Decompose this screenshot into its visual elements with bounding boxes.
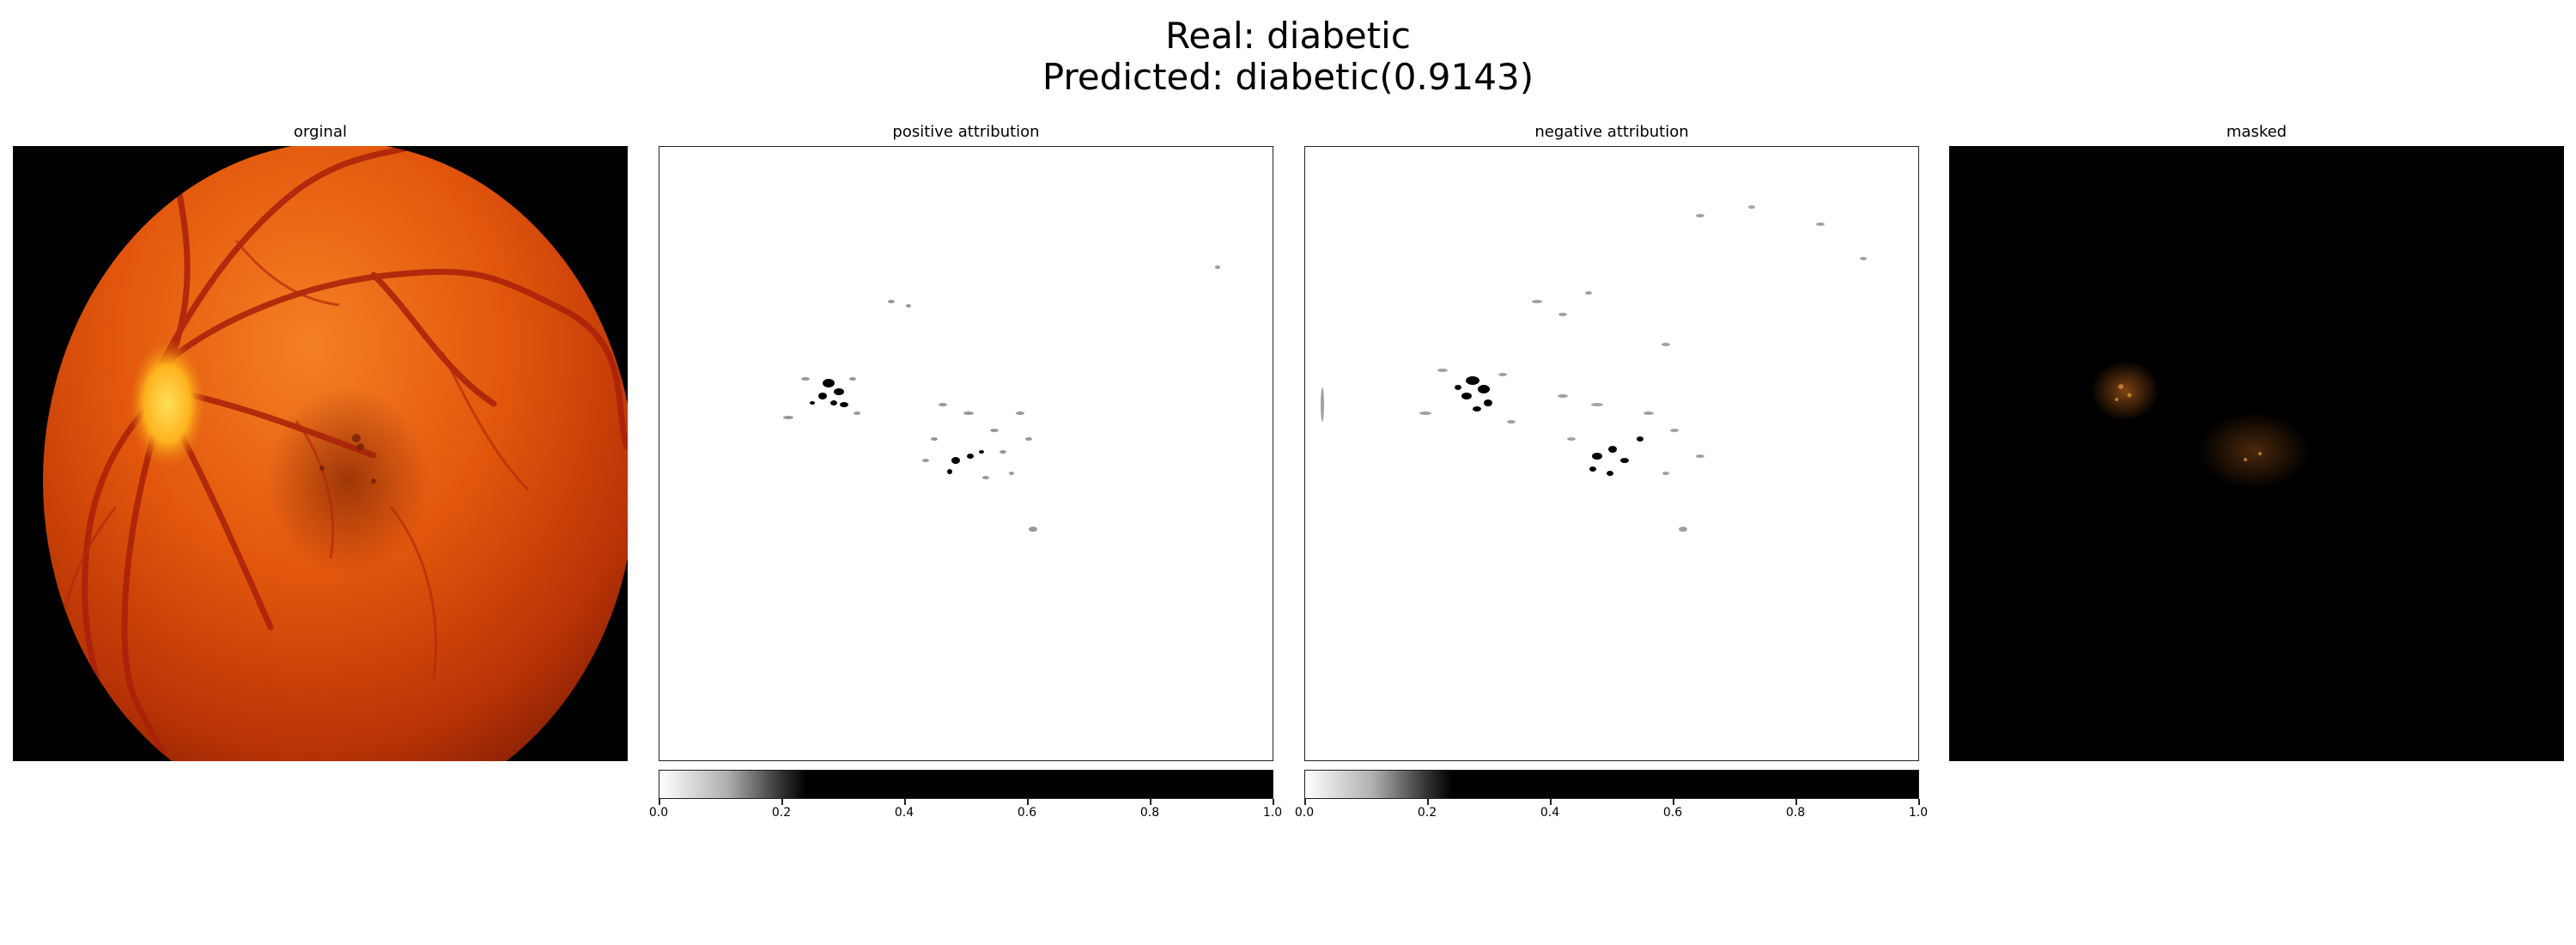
- colorbar-tick-label: 0.0: [1294, 806, 1315, 820]
- colorbar-tick-label: 1.0: [1262, 806, 1283, 820]
- colorbar-tick-label: 0.2: [771, 806, 792, 820]
- colorbar-tick: [659, 799, 660, 805]
- colorbar-tick: [1027, 799, 1029, 805]
- panel-title-positive: positive attribution: [892, 123, 1040, 141]
- optic-disc: [129, 339, 206, 468]
- figure-title-real: Real: diabetic: [1165, 15, 1411, 57]
- macula: [266, 387, 429, 576]
- masked-highlights: [2091, 361, 2310, 490]
- retina-fundus-image: [43, 146, 628, 761]
- colorbar-tick: [1304, 799, 1306, 805]
- colorbar-tick: [1673, 799, 1674, 805]
- colorbar-tick-label: 0.4: [1540, 806, 1560, 820]
- negative-attribution-map: [1321, 205, 1867, 532]
- panel-title-original: orginal: [294, 123, 347, 141]
- positive-attribution-panel: [659, 146, 1273, 761]
- colorbar-tick: [781, 799, 783, 805]
- colorbar-tick: [1427, 799, 1429, 805]
- colorbar-tick: [1273, 799, 1274, 805]
- original-image-panel: [13, 146, 628, 761]
- colorbar-tick-label: 0.6: [1662, 806, 1683, 820]
- colorbar-tick-label: 0.8: [1785, 806, 1806, 820]
- masked-image: [2091, 361, 2310, 490]
- retina-detail-group: [58, 146, 628, 761]
- figure-title-predicted: Predicted: diabetic(0.9143): [1042, 56, 1534, 98]
- colorbar-tick-label: 1.0: [1908, 806, 1929, 820]
- positive-colorbar: [659, 770, 1273, 799]
- colorbar-tick-label: 0.8: [1139, 806, 1160, 820]
- negative-attribution-panel: [1304, 146, 1919, 761]
- negative-attribution-blobs: [1455, 376, 1643, 476]
- colorbar-tick: [904, 799, 906, 805]
- colorbar-tick: [1150, 799, 1151, 805]
- small-vessels: [58, 240, 530, 680]
- positive-attribution-faint: [783, 265, 1220, 532]
- lesions: [319, 434, 376, 484]
- colorbar-tick-label: 0.0: [648, 806, 669, 820]
- negative-colorbar: [1304, 770, 1919, 799]
- colorbar-tick-label: 0.6: [1017, 806, 1037, 820]
- colorbar-tick: [1550, 799, 1552, 805]
- negative-attribution-faint: [1321, 205, 1867, 532]
- masked-image-panel: [1949, 146, 2564, 761]
- positive-attribution-blobs: [810, 379, 984, 474]
- colorbar-tick: [1795, 799, 1797, 805]
- colorbar-tick-label: 0.2: [1417, 806, 1437, 820]
- positive-attribution-map: [783, 265, 1220, 532]
- panel-title-negative: negative attribution: [1534, 123, 1689, 141]
- colorbar-tick-label: 0.4: [894, 806, 914, 820]
- colorbar-tick: [1918, 799, 1920, 805]
- panel-title-masked: masked: [2226, 123, 2287, 141]
